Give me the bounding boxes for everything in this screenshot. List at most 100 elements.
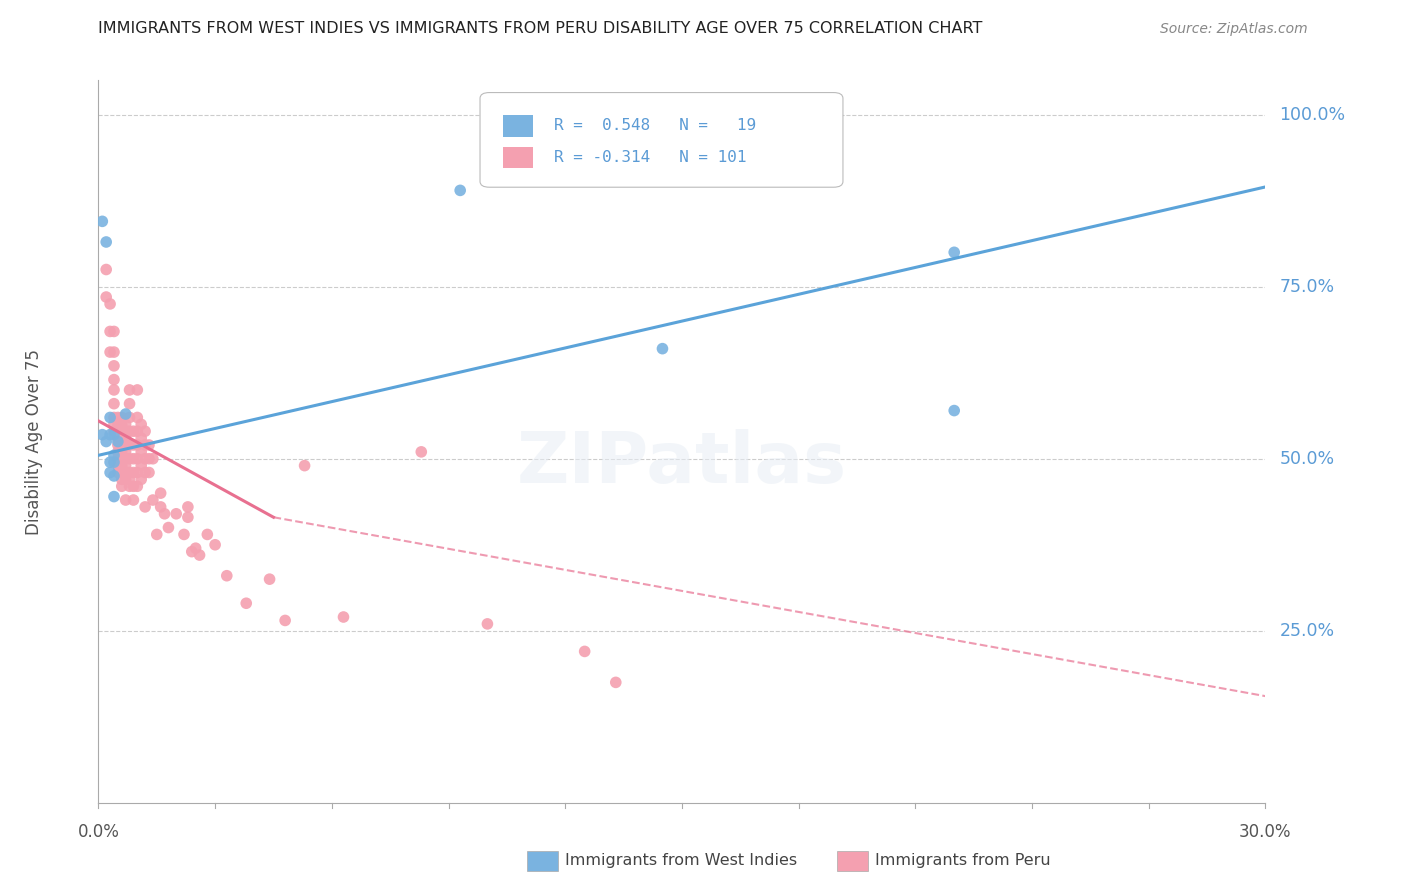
Point [118, 424, 141, 438]
Point [129, 472, 152, 486]
Point [605, 675, 627, 690]
Point [114, 458, 136, 473]
Text: Disability Age Over 75: Disability Age Over 75 [25, 349, 44, 534]
Point [114, 451, 136, 466]
Point [122, 493, 145, 508]
Point [118, 397, 141, 411]
Bar [503, 115, 533, 136]
Point [215, 568, 238, 582]
Point [449, 183, 471, 197]
Point [103, 383, 125, 397]
Point [332, 610, 354, 624]
Point [98, 345, 121, 359]
Bar [503, 147, 533, 169]
Point [943, 245, 966, 260]
Point [107, 438, 129, 452]
Point [114, 424, 136, 438]
Text: IMMIGRANTS FROM WEST INDIES VS IMMIGRANTS FROM PERU DISABILITY AGE OVER 75 CORRE: IMMIGRANTS FROM WEST INDIES VS IMMIGRANT… [98, 21, 983, 36]
Point [134, 451, 156, 466]
Point [129, 417, 152, 432]
Point [127, 479, 149, 493]
Point [157, 520, 180, 534]
Text: R = -0.314   N = 101: R = -0.314 N = 101 [554, 150, 747, 165]
Point [96, 235, 118, 249]
Point [204, 538, 226, 552]
Point [259, 572, 281, 586]
Point [96, 434, 118, 449]
Point [103, 345, 125, 359]
Point [118, 410, 141, 425]
Point [177, 510, 200, 524]
Text: Source: ZipAtlas.com: Source: ZipAtlas.com [1160, 21, 1308, 36]
Point [122, 466, 145, 480]
Point [111, 458, 134, 473]
Point [114, 472, 136, 486]
Point [103, 417, 125, 432]
Point [98, 427, 121, 442]
Point [129, 431, 152, 445]
Point [118, 451, 141, 466]
Text: 25.0%: 25.0% [1279, 622, 1334, 640]
Point [103, 397, 125, 411]
Point [149, 486, 172, 500]
Point [122, 424, 145, 438]
Point [134, 466, 156, 480]
Point [103, 427, 125, 442]
Point [114, 445, 136, 459]
Point [127, 424, 149, 438]
Point [127, 383, 149, 397]
Point [103, 359, 125, 373]
Point [127, 451, 149, 466]
Point [142, 493, 165, 508]
Point [107, 417, 129, 432]
Point [118, 472, 141, 486]
Point [107, 434, 129, 449]
Point [103, 490, 125, 504]
Point [149, 500, 172, 514]
Point [274, 614, 297, 628]
Point [107, 458, 129, 473]
Point [235, 596, 257, 610]
Text: R =  0.548   N =   19: R = 0.548 N = 19 [554, 119, 755, 133]
Point [107, 466, 129, 480]
Point [188, 548, 211, 562]
Point [107, 451, 129, 466]
Point [943, 403, 966, 417]
Point [127, 438, 149, 452]
Point [111, 417, 134, 432]
Text: 100.0%: 100.0% [1279, 105, 1346, 124]
Point [111, 424, 134, 438]
Point [134, 438, 156, 452]
Point [122, 479, 145, 493]
Point [294, 458, 316, 473]
Point [103, 373, 125, 387]
Text: Immigrants from West Indies: Immigrants from West Indies [565, 854, 797, 868]
Point [138, 466, 160, 480]
Point [98, 410, 121, 425]
Point [114, 438, 136, 452]
Point [111, 451, 134, 466]
Point [118, 383, 141, 397]
Point [98, 455, 121, 469]
Point [129, 445, 152, 459]
Point [114, 431, 136, 445]
Point [127, 466, 149, 480]
Point [411, 445, 433, 459]
Point [111, 431, 134, 445]
Point [138, 438, 160, 452]
Point [118, 479, 141, 493]
Point [574, 644, 596, 658]
Text: 50.0%: 50.0% [1279, 450, 1334, 467]
Point [98, 466, 121, 480]
Point [129, 458, 152, 473]
Point [111, 410, 134, 425]
Point [114, 407, 136, 421]
Point [122, 438, 145, 452]
Point [103, 455, 125, 469]
Point [114, 466, 136, 480]
Point [103, 325, 125, 339]
Point [107, 410, 129, 425]
Text: ZIPatlas: ZIPatlas [517, 429, 846, 498]
Point [138, 451, 160, 466]
Text: 30.0%: 30.0% [1239, 823, 1292, 841]
